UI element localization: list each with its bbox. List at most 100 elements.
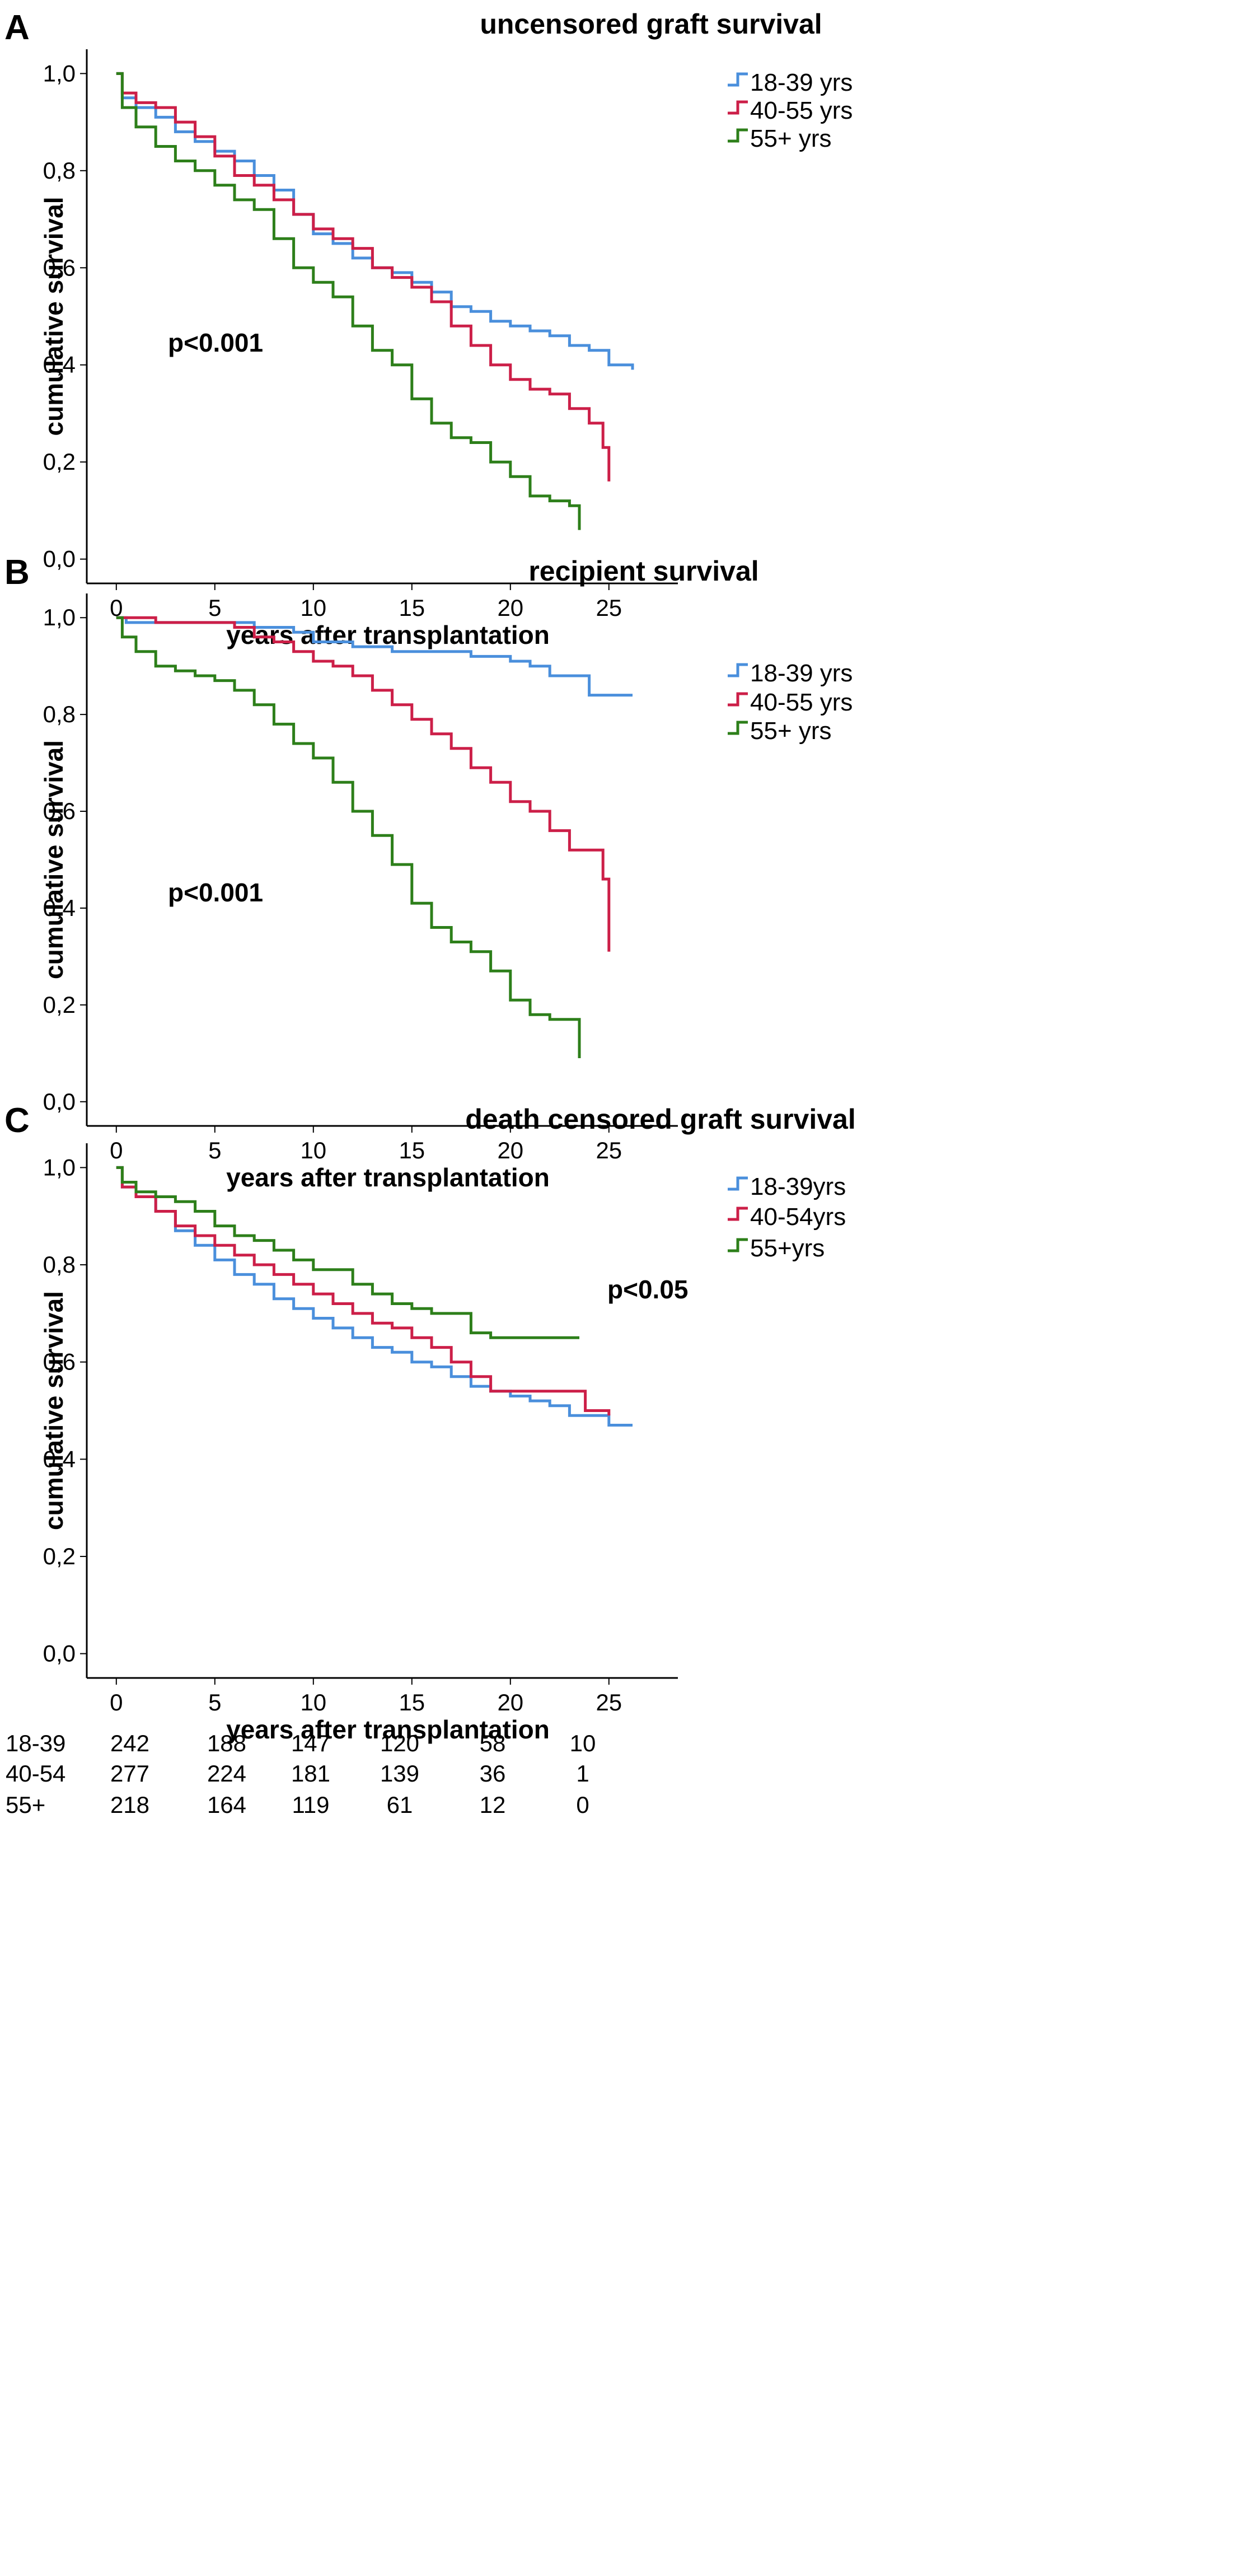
risk-cell: 147	[291, 1730, 330, 1756]
legend-swatch	[728, 663, 748, 677]
x-tick-label: 10	[300, 1689, 326, 1715]
y-tick-label: 0,6	[43, 254, 76, 280]
risk-cell: 181	[291, 1760, 330, 1787]
panel-letter: B	[4, 553, 30, 592]
panel-letter: A	[4, 8, 30, 47]
legend-label: 55+ yrs	[750, 717, 832, 745]
x-tick-label: 5	[208, 1137, 221, 1163]
legend-label: 40-54yrs	[750, 1203, 846, 1231]
y-tick-label: 0,2	[43, 992, 76, 1018]
legend-swatch	[728, 721, 748, 735]
legend-swatch	[728, 1207, 748, 1221]
y-tick-label: 1,0	[43, 60, 76, 86]
y-axis-label: cumulative survival	[39, 1291, 68, 1530]
risk-row-label: 18-39	[6, 1730, 65, 1756]
risk-cell: 12	[480, 1792, 506, 1818]
x-tick-label: 25	[596, 1689, 622, 1715]
risk-row-label: 55+	[6, 1792, 45, 1818]
y-tick-label: 0,0	[43, 1088, 76, 1115]
legend-swatch	[728, 692, 748, 707]
legend-swatch	[728, 128, 748, 143]
y-tick-label: 0,4	[43, 352, 76, 378]
x-tick-label: 0	[110, 1689, 123, 1715]
x-axis-label: years after transplantation	[226, 620, 550, 649]
x-tick-label: 25	[596, 1137, 622, 1163]
y-tick-label: 0,4	[43, 1446, 76, 1472]
series-line-55-yrs	[116, 1166, 579, 1339]
y-tick-label: 0,8	[43, 157, 76, 184]
x-axis-label: years after transplantation	[226, 1715, 550, 1744]
risk-cell: 277	[110, 1760, 149, 1787]
risk-cell: 10	[570, 1730, 596, 1756]
x-tick-label: 10	[300, 1137, 326, 1163]
p-value-annotation: p<0.001	[168, 328, 263, 357]
y-tick-label: 0,8	[43, 701, 76, 727]
risk-row-label: 40-54	[6, 1760, 65, 1787]
p-value-annotation: p<0.05	[607, 1275, 689, 1304]
risk-cell: 0	[576, 1792, 589, 1818]
x-tick-label: 20	[497, 1137, 523, 1163]
y-tick-label: 0,2	[43, 1543, 76, 1569]
y-axis-label: cumulative survival	[39, 197, 68, 436]
legend-swatch	[728, 1238, 748, 1252]
legend-label: 18-39yrs	[750, 1173, 846, 1200]
risk-cell: 224	[207, 1760, 246, 1787]
legend-label: 55+yrs	[750, 1235, 825, 1262]
y-tick-label: 0,6	[43, 798, 76, 824]
y-tick-label: 0,4	[43, 895, 76, 921]
y-tick-label: 0,2	[43, 448, 76, 475]
x-tick-label: 15	[399, 1689, 425, 1715]
legend-label: 18-39 yrs	[750, 69, 853, 96]
chart-title: death censored graft survival	[465, 1104, 855, 1135]
series-line-55-yrs	[116, 616, 581, 1058]
legend-label: 55+ yrs	[750, 125, 832, 152]
risk-cell: 61	[387, 1792, 413, 1818]
y-tick-label: 0,0	[43, 546, 76, 572]
x-tick-label: 5	[208, 595, 221, 621]
chart-title: uncensored graft survival	[480, 8, 822, 40]
y-tick-label: 1,0	[43, 1154, 76, 1180]
x-tick-label: 15	[399, 1137, 425, 1163]
risk-cell: 242	[110, 1730, 149, 1756]
y-tick-label: 0,6	[43, 1349, 76, 1375]
series-line-18-39yrs	[116, 1166, 633, 1427]
risk-cell: 139	[380, 1760, 419, 1787]
x-tick-label: 0	[110, 595, 123, 621]
y-tick-label: 0,0	[43, 1640, 76, 1667]
risk-cell: 120	[380, 1730, 419, 1756]
y-tick-label: 0,8	[43, 1251, 76, 1278]
series-line-55-yrs	[116, 72, 581, 530]
risk-cell: 1	[576, 1760, 589, 1787]
risk-cell: 58	[480, 1730, 506, 1756]
legend-label: 40-55 yrs	[750, 689, 853, 716]
y-axis-label: cumulative survival	[39, 740, 68, 979]
x-tick-label: 15	[399, 595, 425, 621]
x-tick-label: 20	[497, 1689, 523, 1715]
risk-cell: 188	[207, 1730, 246, 1756]
legend-swatch	[728, 72, 748, 87]
series-line-40-55-yrs	[116, 616, 611, 952]
risk-cell: 119	[292, 1792, 330, 1818]
legend-label: 40-55 yrs	[750, 97, 853, 124]
x-tick-label: 0	[110, 1137, 123, 1163]
y-tick-label: 1,0	[43, 604, 76, 630]
x-axis-label: years after transplantation	[226, 1163, 550, 1192]
chart-title: recipient survival	[528, 555, 758, 587]
x-tick-label: 5	[208, 1689, 221, 1715]
legend-swatch	[728, 100, 748, 115]
panel-letter: C	[4, 1101, 30, 1140]
risk-cell: 218	[110, 1792, 149, 1818]
series-line-18-39-yrs	[116, 72, 634, 370]
series-line-40-55-yrs	[116, 72, 611, 481]
risk-cell: 164	[207, 1792, 246, 1818]
p-value-annotation: p<0.001	[168, 878, 263, 907]
legend-swatch	[728, 1176, 748, 1191]
x-tick-label: 10	[300, 595, 326, 621]
series-line-40-54yrs	[116, 1166, 611, 1416]
x-tick-label: 20	[497, 595, 523, 621]
